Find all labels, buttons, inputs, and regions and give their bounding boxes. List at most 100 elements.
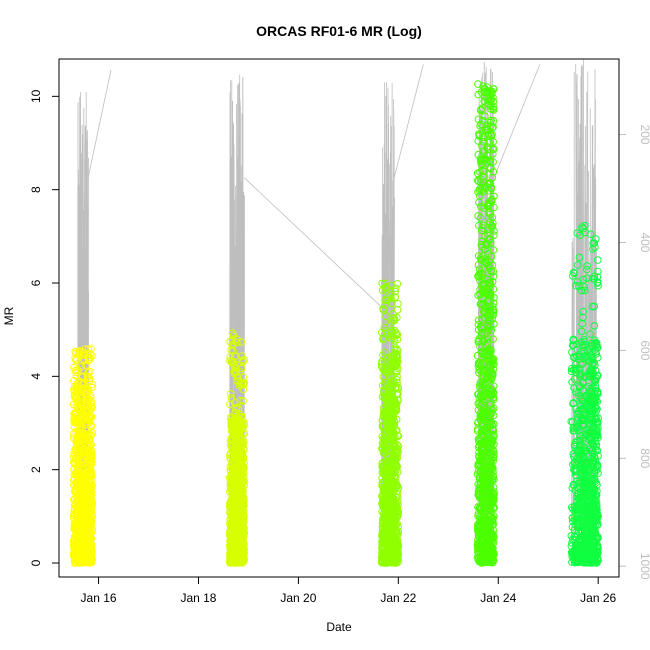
- mr-point: [379, 530, 388, 538]
- mr-point: [392, 509, 401, 518]
- mr-point: [240, 472, 248, 481]
- mr-point: [485, 470, 494, 479]
- mr-point: [86, 546, 94, 555]
- mr-point: [475, 198, 483, 207]
- mr-point: [486, 292, 495, 300]
- mr-point: [488, 213, 497, 222]
- mr-point: [72, 409, 80, 418]
- mr-point: [490, 192, 498, 201]
- mr-point: [480, 522, 488, 530]
- mr-point: [484, 202, 492, 210]
- mr-point: [394, 299, 402, 308]
- mr-point: [483, 239, 492, 248]
- x-tick-label: Jan 18: [180, 591, 216, 605]
- mr-point: [388, 510, 396, 519]
- mr-point: [378, 363, 386, 371]
- mr-point: [392, 559, 400, 567]
- mr-point: [480, 179, 489, 187]
- mr-point: [474, 512, 482, 520]
- mr-point: [237, 338, 246, 346]
- mr-point: [475, 130, 483, 138]
- mr-point: [235, 434, 244, 443]
- pressure-lines: [77, 59, 597, 566]
- mr-point: [237, 499, 246, 508]
- mr-point: [378, 423, 387, 431]
- mr-point: [388, 523, 397, 531]
- mr-point: [227, 346, 235, 354]
- mr-point: [87, 412, 95, 421]
- mr-point: [230, 472, 239, 481]
- mr-point: [84, 464, 92, 472]
- mr-point: [226, 462, 234, 471]
- mr-point: [385, 552, 393, 561]
- mr-point: [232, 403, 241, 412]
- mr-point: [482, 375, 491, 383]
- mr-point: [82, 361, 90, 370]
- mr-point: [237, 502, 245, 511]
- mr-point: [379, 558, 387, 566]
- mr-point: [393, 445, 402, 453]
- mr-point: [489, 168, 498, 176]
- mr-point: [227, 358, 236, 367]
- mr-point: [475, 398, 484, 407]
- y2-tick-label: 800: [638, 448, 650, 468]
- mr-point: [489, 85, 498, 93]
- mr-point: [388, 532, 397, 540]
- mr-point: [392, 329, 400, 337]
- pressure-connector: [87, 69, 112, 178]
- mr-point: [74, 350, 83, 359]
- mr-point: [72, 385, 81, 393]
- mr-point: [484, 353, 492, 362]
- y-tick-label: 2: [29, 466, 43, 473]
- mr-point: [71, 532, 79, 541]
- mr-points: [69, 80, 603, 567]
- mr-point: [76, 426, 84, 435]
- mr-point: [235, 450, 244, 458]
- mr-point: [235, 516, 243, 525]
- mr-point: [486, 517, 495, 526]
- mr-point: [379, 422, 388, 430]
- mr-point: [79, 509, 87, 518]
- mr-point: [477, 323, 486, 332]
- mr-point: [386, 365, 395, 374]
- mr-point: [487, 457, 495, 466]
- mr-point: [484, 180, 492, 188]
- mr-point: [83, 415, 91, 423]
- mr-point: [226, 390, 235, 398]
- mr-point: [235, 487, 243, 495]
- mr-point: [233, 551, 241, 559]
- mr-point: [487, 326, 496, 334]
- mr-point: [484, 230, 492, 238]
- y-tick-label: 0: [29, 559, 43, 566]
- mr-point: [76, 555, 85, 564]
- mr-point: [379, 434, 388, 443]
- pressure-connector: [244, 177, 382, 308]
- mr-point: [236, 423, 245, 432]
- mr-point: [72, 493, 81, 502]
- x-axis-ticks: Jan 16 Jan 18 Jan 20 Jan 22 Jan 24 Jan 26: [81, 576, 617, 605]
- mr-point: [73, 479, 81, 488]
- mr-point: [484, 214, 493, 222]
- mr-point: [88, 380, 97, 389]
- mr-point: [74, 366, 82, 374]
- mr-point: [84, 492, 92, 501]
- mr-point: [488, 355, 497, 364]
- y2-tick-label: 400: [638, 232, 650, 252]
- mr-point: [81, 411, 89, 420]
- mr-point: [238, 524, 246, 533]
- mr-point: [379, 469, 388, 477]
- mr-point: [490, 360, 498, 368]
- mr-point: [228, 357, 236, 366]
- mr-point: [239, 380, 248, 389]
- mr-point: [385, 473, 393, 482]
- mr-point: [488, 278, 497, 286]
- mr-point: [487, 239, 495, 247]
- mr-point: [481, 85, 489, 93]
- mr-point: [486, 556, 494, 565]
- mr-point: [228, 341, 236, 349]
- mr-point: [477, 419, 486, 428]
- mr-point: [239, 476, 248, 485]
- mr-point: [489, 102, 498, 111]
- mr-point: [390, 345, 399, 354]
- mr-point: [85, 355, 94, 364]
